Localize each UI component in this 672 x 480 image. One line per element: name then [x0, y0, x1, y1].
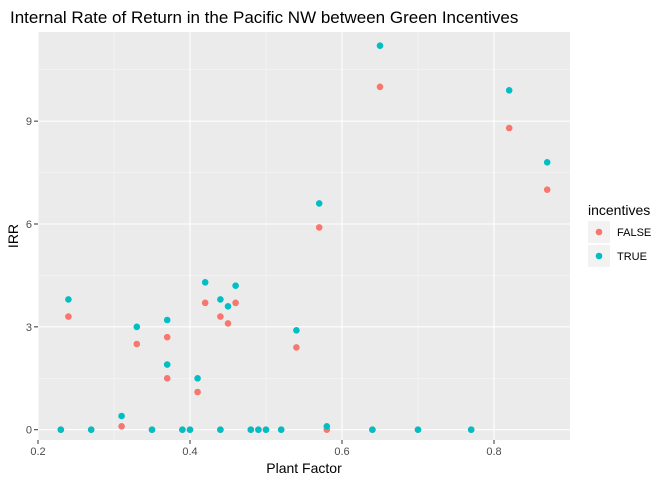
grid-minor	[38, 32, 570, 440]
data-point-false	[232, 299, 239, 307]
data-point-false	[118, 422, 125, 430]
data-point-true	[217, 426, 224, 434]
y-tick-label: 3	[26, 322, 32, 334]
x-tick-label: 0.6	[334, 446, 349, 458]
data-point-true	[247, 426, 255, 434]
data-point-true	[414, 426, 422, 434]
data-point-true	[376, 42, 384, 50]
data-point-true	[163, 316, 171, 324]
data-point-true	[255, 426, 262, 434]
data-point-true	[323, 422, 331, 430]
data-point-true	[133, 323, 141, 331]
data-point-true	[232, 282, 239, 290]
data-point-true	[201, 278, 209, 286]
x-axis-ticks: 0.2 0.4 0.6 0.8	[30, 440, 502, 458]
data-point-true	[369, 426, 376, 434]
data-point-true	[277, 426, 285, 434]
y-tick-label: 6	[26, 219, 32, 231]
y-tick-label: 0	[26, 425, 32, 437]
data-point-true	[186, 426, 194, 434]
data-point-false	[543, 186, 551, 194]
data-point-false	[65, 313, 72, 320]
data-point-true	[467, 426, 475, 434]
data-point-false	[293, 344, 300, 351]
grid-major	[37, 32, 570, 440]
y-axis-ticks: 0 3 6 9	[26, 116, 38, 437]
data-point-true	[217, 296, 224, 303]
data-point-true	[293, 326, 300, 334]
data-point-true	[163, 361, 171, 368]
data-point-false	[194, 388, 201, 396]
x-axis-title: Plant Factor	[266, 460, 342, 476]
legend-label-true: TRUE	[617, 251, 647, 263]
data-point-false	[376, 83, 384, 91]
legend-key-true	[595, 252, 603, 260]
data-point-true	[194, 374, 201, 382]
data-point-false	[217, 313, 224, 320]
y-tick-label: 9	[26, 116, 32, 128]
data-point-true	[65, 296, 72, 303]
data-point-false	[163, 374, 171, 382]
data-point-false	[133, 340, 141, 348]
legend-label-false: FALSE	[617, 227, 651, 239]
chart-title: Internal Rate of Return in the Pacific N…	[10, 8, 518, 27]
data-point-true	[262, 426, 270, 434]
legend: incentives FALSE TRUE	[588, 202, 651, 267]
data-point-true	[224, 302, 232, 310]
data-point-true	[57, 426, 65, 434]
data-point-true	[505, 86, 513, 94]
plot-panel	[38, 32, 570, 440]
data-point-true	[179, 426, 186, 434]
data-point-true	[118, 412, 125, 420]
data-point-false	[505, 124, 513, 132]
data-point-true	[543, 158, 551, 166]
legend-key-false	[595, 228, 603, 236]
data-point-true	[87, 426, 95, 434]
x-tick-label: 0.2	[30, 446, 45, 458]
data-point-false	[201, 299, 209, 307]
x-tick-label: 0.4	[182, 446, 197, 458]
x-tick-label: 0.8	[486, 446, 501, 458]
data-point-true	[148, 426, 156, 434]
data-point-false	[163, 333, 171, 341]
data-point-false	[315, 224, 323, 231]
data-point-false	[224, 320, 232, 327]
y-axis-title: IRR	[5, 224, 21, 248]
data-point-true	[315, 200, 323, 207]
data-points	[57, 42, 551, 434]
legend-title: incentives	[588, 202, 650, 218]
